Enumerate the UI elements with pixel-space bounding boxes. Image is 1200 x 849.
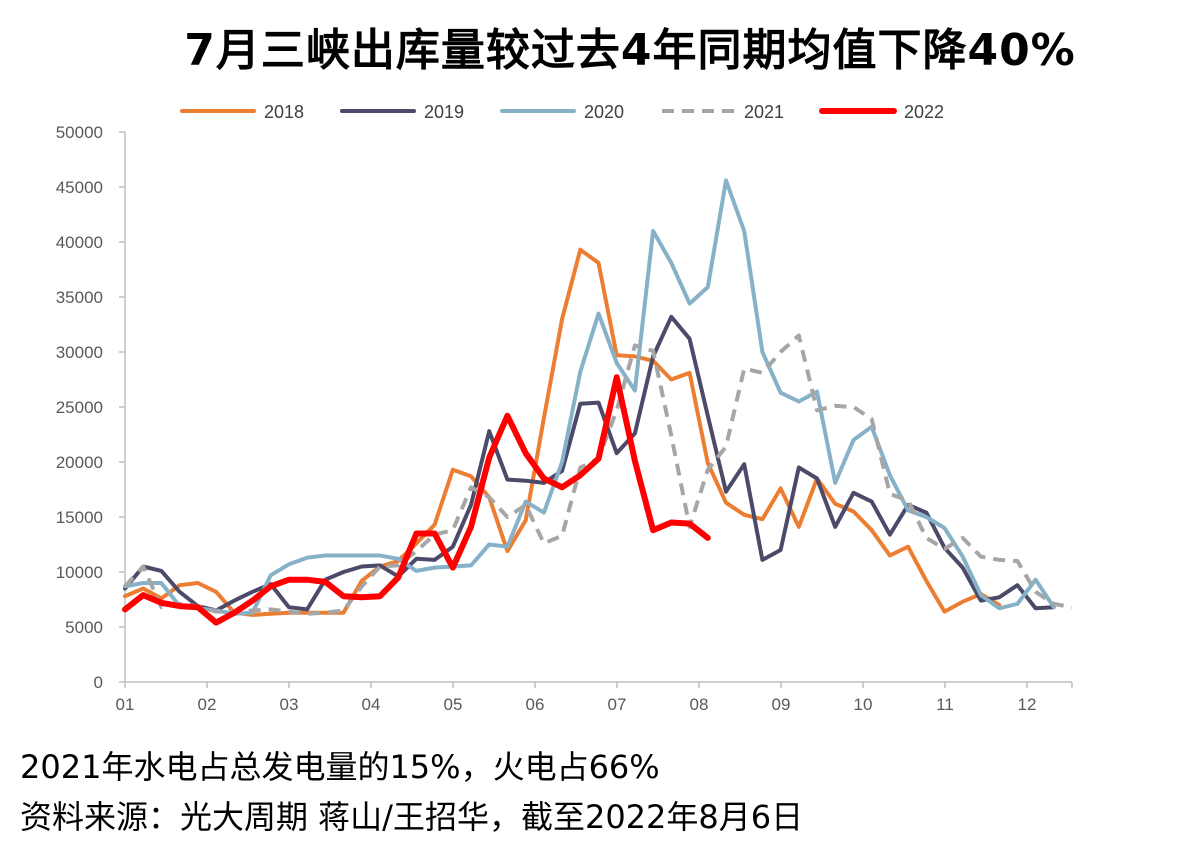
- line-chart: 2018 2019 2020 2021 2022 0 5000 10000 15000 2000…: [56, 102, 1073, 714]
- legend-label-2021: 2021: [744, 102, 784, 122]
- x-tick-label: 07: [608, 695, 627, 714]
- x-tick-label: 01: [116, 695, 135, 714]
- y-tick-label: 35000: [56, 288, 103, 307]
- y-tick-label: 10000: [56, 563, 103, 582]
- series-lines: [122, 178, 1073, 626]
- x-tick-label: 09: [772, 695, 791, 714]
- y-tick-label: 25000: [56, 398, 103, 417]
- legend-label-2022: 2022: [904, 102, 944, 122]
- y-tick-label: 0: [94, 673, 103, 692]
- y-tick-label: 30000: [56, 343, 103, 362]
- x-tick-label: 08: [690, 695, 709, 714]
- x-tick-label: 04: [362, 695, 381, 714]
- x-tick-label: 05: [444, 695, 463, 714]
- note-hydro-share: 2021年水电占总发电量的15%，火电占66%: [20, 748, 660, 786]
- axes: 0 5000 10000 15000 20000 25000 30000 35000 40000…: [56, 123, 1073, 714]
- legend: 2018 2019 2020 2021 2022: [180, 102, 944, 122]
- legend-label-2019: 2019: [424, 102, 464, 122]
- series-line-2020: [123, 178, 1056, 616]
- y-tick-label: 15000: [56, 508, 103, 527]
- y-tick-label: 40000: [56, 233, 103, 252]
- series-line-2018: [123, 247, 1002, 617]
- x-tick-label: 03: [280, 695, 299, 714]
- x-tick-label: 11: [936, 695, 954, 714]
- y-tick-label: 45000: [56, 178, 103, 197]
- chart-title: 7月三峡出库量较过去4年同期均值下降40%: [184, 25, 1076, 76]
- y-tick-label: 50000: [56, 123, 103, 142]
- x-tick-label: 06: [526, 695, 545, 714]
- legend-label-2018: 2018: [264, 102, 304, 122]
- source-note: 资料来源：光大周期 蒋山/王招华，截至2022年8月6日: [20, 798, 804, 836]
- legend-label-2020: 2020: [584, 102, 624, 122]
- y-tick-label: 20000: [56, 453, 103, 472]
- series-line-2019: [123, 314, 1056, 613]
- series-line-2021: [123, 333, 1073, 616]
- series-line-2022: [122, 374, 711, 626]
- y-tick-label: 5000: [65, 618, 103, 637]
- x-tick-label: 02: [198, 695, 217, 714]
- x-tick-label: 12: [1018, 695, 1037, 714]
- x-tick-label: 10: [854, 695, 873, 714]
